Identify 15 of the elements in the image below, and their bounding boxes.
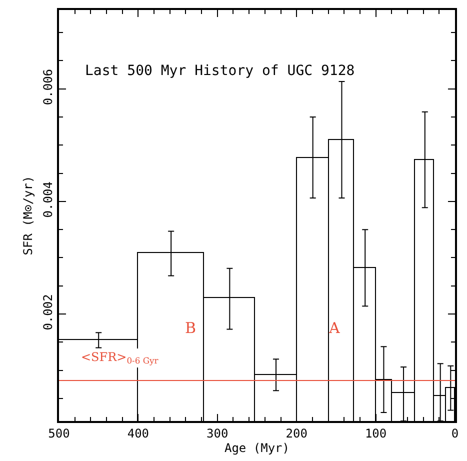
x-tick-label: 400 — [127, 426, 150, 440]
x-axis-title: Age (Myr) — [224, 440, 290, 455]
x-tick-label: 500 — [48, 426, 70, 440]
annotation: A — [328, 319, 340, 337]
ref-line-label: <SFR>$_{0-6 Gyr}$ — [81, 350, 158, 366]
text: Last 500 Myr History of UGC 9128 — [85, 63, 355, 79]
y-tick-label: 0.002 — [41, 294, 56, 330]
x-tick-label: 200 — [286, 426, 308, 440]
y-tick-label: 0.006 — [41, 68, 56, 106]
x-tick-label: 300 — [206, 426, 228, 440]
y-axis-title: SFR (M⊙/yr) — [21, 176, 35, 256]
annotation: B — [185, 319, 196, 337]
x-tick-label: 100 — [364, 426, 387, 440]
y-tick-label: 0.004 — [41, 182, 56, 218]
x-tick-label: 0 — [451, 426, 459, 440]
